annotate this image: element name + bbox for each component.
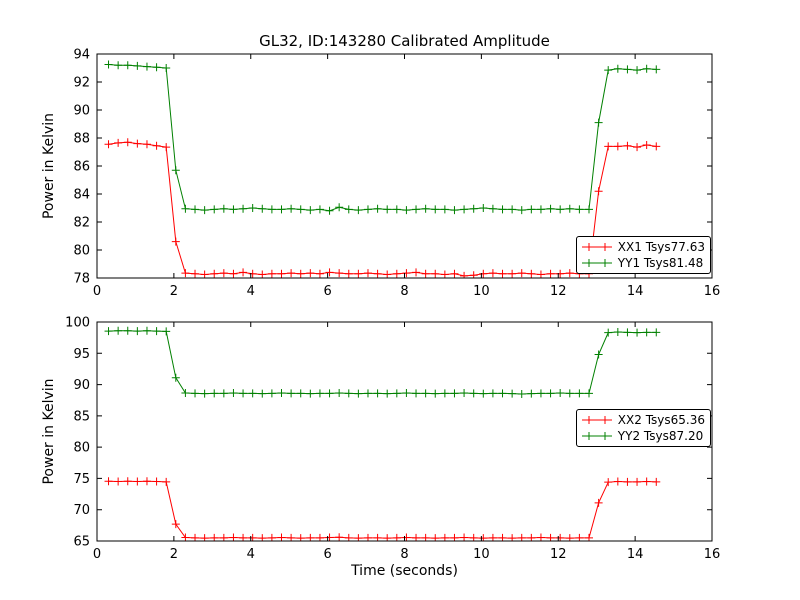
x-tick-label: 6 [323, 547, 331, 562]
series-yy1-markers [104, 60, 661, 215]
y-tick-label: 80 [73, 244, 90, 259]
series-yy2 [104, 326, 661, 398]
x-tick-label: 4 [247, 547, 255, 562]
x-tick-label: 4 [247, 284, 255, 299]
y-tick-label: 100 [65, 316, 90, 331]
x-tick-label: 12 [550, 284, 567, 299]
y-tick-label: 90 [73, 104, 90, 119]
legend-line-sample [581, 243, 612, 251]
series-yy2-markers [104, 326, 661, 398]
series-yy1 [104, 60, 661, 215]
series-xx2 [104, 477, 661, 541]
x-tick-label: 0 [93, 547, 101, 562]
series-xx2-line [108, 480, 657, 539]
x-tick-label: 10 [473, 284, 490, 299]
series-yy2-line [108, 330, 657, 395]
y-tick-label: 95 [73, 347, 90, 362]
y-axis-label: Power in Kelvin [41, 113, 57, 219]
x-tick-label: 14 [627, 284, 644, 299]
x-tick-label: 8 [400, 284, 408, 299]
legend-line-sample [581, 416, 612, 424]
y-tick-label: 70 [73, 503, 90, 518]
x-axis-ticks [96, 54, 713, 278]
y-tick-label: 75 [73, 472, 90, 487]
legend-entry: XX1 Tsys77.63 [581, 239, 705, 255]
y-axis-ticks [97, 321, 712, 542]
x-axis-label: Time (seconds) [350, 563, 458, 579]
legend-line-sample [581, 259, 612, 267]
y-tick-label: 90 [73, 378, 90, 393]
x-tick-label: 6 [323, 284, 331, 299]
legend-entry: YY1 Tsys81.48 [581, 255, 705, 271]
bottom-subplot: 0 2 4 6 8 10 12 14 16 65 70 75 80 85 90 95 100 Power in K… [41, 316, 721, 580]
x-tick-label: 14 [627, 547, 644, 562]
y-tick-label: 78 [73, 272, 90, 287]
legend-label: XX2 Tsys65.36 [617, 413, 705, 427]
y-tick-label: 65 [73, 535, 90, 550]
legend-label: YY2 Tsys87.20 [617, 429, 704, 443]
y-tick-label: 84 [73, 188, 90, 203]
y-tick-label: 88 [73, 132, 90, 147]
x-axis-ticks [96, 322, 713, 541]
x-tick-label: 2 [170, 547, 178, 562]
legend-label: YY1 Tsys81.48 [617, 256, 704, 270]
legend-entry: YY2 Tsys87.20 [581, 428, 705, 444]
series-xx2-markers [104, 477, 661, 541]
legend-label: XX1 Tsys77.63 [617, 240, 705, 254]
y-tick-label: 82 [73, 216, 90, 231]
legend-entry: XX2 Tsys65.36 [581, 412, 705, 428]
series-xx1-line [108, 141, 657, 277]
x-tick-label: 8 [400, 547, 408, 562]
x-tick-label: 0 [93, 284, 101, 299]
y-axis-ticks [97, 53, 712, 279]
top-subplot: 0 2 4 6 8 10 12 14 16 78 80 82 84 86 88 90 92 94 Power in … [41, 48, 721, 300]
x-tick-label: 10 [473, 547, 490, 562]
y-tick-label: 85 [73, 409, 90, 424]
series-yy1-line [108, 64, 657, 212]
y-tick-label: 94 [73, 48, 90, 63]
legend-top: XX1 Tsys77.63 YY1 Tsys81.48 [575, 236, 711, 274]
y-tick-label: 86 [73, 160, 90, 175]
y-tick-label: 92 [73, 76, 90, 91]
legend-bottom: XX2 Tsys65.36 YY2 Tsys87.20 [575, 409, 711, 447]
x-tick-label: 16 [704, 284, 721, 299]
chart-title: GL32, ID:143280 Calibrated Amplitude [259, 32, 550, 50]
y-tick-label: 80 [73, 441, 90, 456]
x-tick-label: 16 [704, 547, 721, 562]
x-tick-label: 2 [170, 284, 178, 299]
x-tick-label: 12 [550, 547, 567, 562]
y-axis-label: Power in Kelvin [41, 378, 57, 484]
series-xx1-markers [104, 138, 661, 278]
legend-line-sample [581, 432, 612, 440]
series-xx1 [104, 138, 661, 278]
